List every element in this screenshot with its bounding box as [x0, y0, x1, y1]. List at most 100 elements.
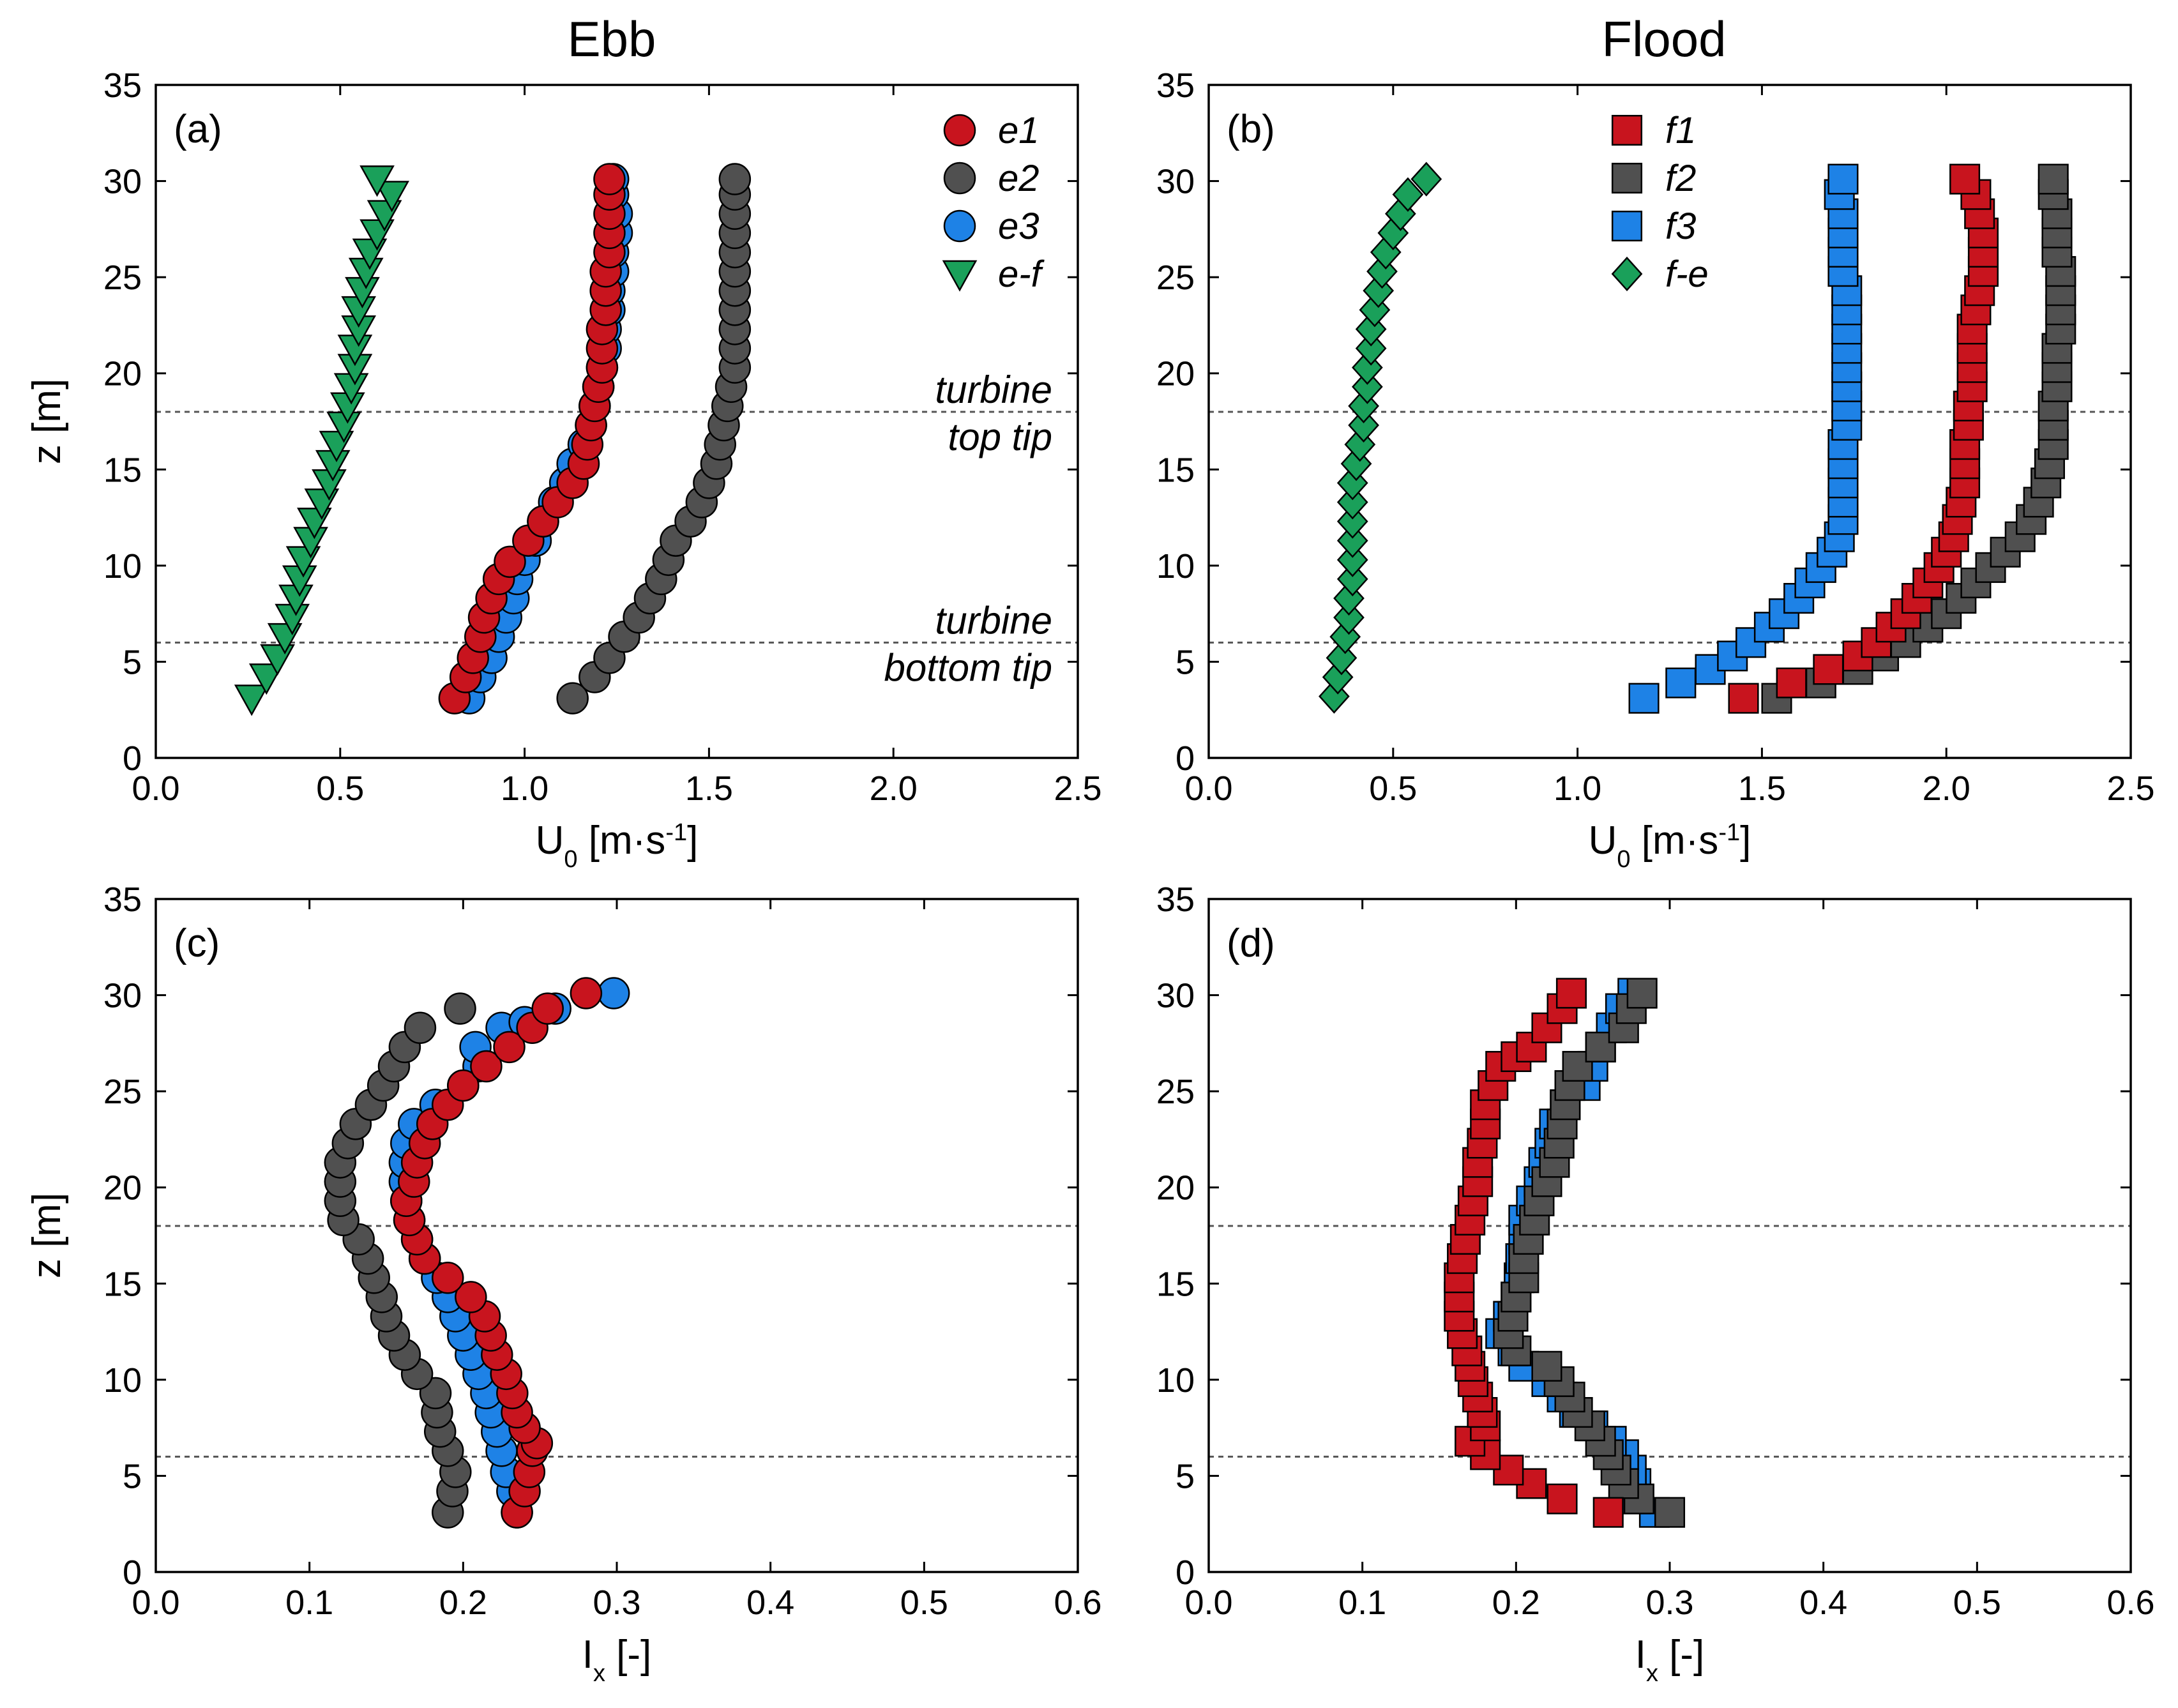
y-tick-label: 15 — [103, 1265, 142, 1303]
plot-frame — [155, 84, 1079, 759]
data-point — [1333, 580, 1365, 616]
y-tick-label: 35 — [1156, 880, 1195, 919]
series-f-e — [1319, 162, 1442, 714]
y-tick-label: 10 — [103, 1361, 142, 1400]
plot-frame — [1207, 84, 2132, 759]
y-tick-label: 0 — [1176, 739, 1195, 778]
data-point — [1333, 600, 1365, 635]
y-tick-label: 5 — [1176, 643, 1195, 681]
x-tick-label: 2.5 — [1054, 769, 1101, 808]
y-tick-label: 35 — [1156, 66, 1195, 105]
data-point — [1336, 485, 1368, 520]
legend-marker — [1611, 114, 1643, 146]
legend: f1 f2 f3 f-e — [1611, 110, 1709, 295]
legend-label: e3 — [998, 206, 1040, 247]
x-tick-label: 0.0 — [1184, 769, 1232, 808]
panel-a: 0.0 0.5 1.0 1.5 2.0 2.5 0 5 10 15 20 25 30 35 (a) U0 [m… — [25, 66, 1102, 873]
x-tick-label: 2.5 — [2106, 769, 2154, 808]
data-point — [1949, 163, 1981, 195]
data-point — [1827, 163, 1859, 195]
annotation-text: turbine — [935, 599, 1052, 642]
legend: e1 e2 e3 e-f — [942, 110, 1045, 295]
x-tick-label: 0.6 — [1054, 1583, 1101, 1622]
data-point — [531, 992, 564, 1025]
column-title-ebb: Ebb — [568, 11, 656, 67]
y-tick-label: 0 — [123, 1553, 142, 1592]
x-tick-label: 0.0 — [132, 769, 179, 808]
data-point — [1348, 388, 1379, 423]
x-tick-label: 2.0 — [1923, 769, 1970, 808]
y-tick-label: 30 — [103, 977, 142, 1015]
data-point — [1776, 667, 1807, 699]
data-point — [404, 1011, 437, 1045]
data-point — [556, 682, 589, 714]
plot-frame — [155, 898, 1079, 1573]
y-tick-label: 20 — [1156, 1169, 1195, 1207]
data-point — [1355, 331, 1387, 366]
y-tick-label: 10 — [1156, 1361, 1195, 1400]
data-point — [470, 1050, 503, 1083]
x-tick-label: 0.3 — [1645, 1583, 1693, 1622]
x-tick-label: 0.5 — [900, 1583, 948, 1622]
data-point — [718, 163, 752, 195]
data-point — [1329, 619, 1361, 654]
data-point — [1352, 350, 1383, 385]
legend-marker — [942, 260, 978, 292]
x-tick-label: 0.4 — [746, 1583, 794, 1622]
data-point — [1348, 407, 1379, 443]
data-point — [1322, 660, 1354, 695]
y-tick-label: 0 — [123, 739, 142, 778]
series-e2 — [324, 992, 476, 1529]
data-point — [1728, 683, 1759, 714]
data-point — [447, 1069, 480, 1102]
annotation-text: top tip — [948, 416, 1052, 458]
x-tick-label: 0.1 — [285, 1583, 333, 1622]
series-e1 — [390, 977, 603, 1529]
data-point — [455, 1281, 487, 1313]
y-axis-label: z [m] — [25, 1193, 69, 1278]
y-tick-label: 20 — [1156, 355, 1195, 393]
data-point — [1319, 679, 1350, 714]
data-point — [1336, 504, 1368, 539]
data-point — [2038, 163, 2069, 195]
x-tick-label: 0.0 — [1184, 1583, 1232, 1622]
legend-marker — [943, 162, 976, 195]
data-point — [570, 977, 603, 1009]
data-point — [359, 165, 395, 197]
y-tick-label: 5 — [123, 1457, 142, 1495]
data-point — [444, 992, 476, 1025]
data-point — [1628, 683, 1660, 714]
y-tick-label: 10 — [1156, 547, 1195, 586]
y-tick-label: 20 — [103, 355, 142, 393]
data-point — [1547, 1483, 1578, 1515]
series-f2 — [1493, 978, 1686, 1528]
data-point — [1813, 654, 1844, 685]
panel-b: 0.0 0.5 1.0 1.5 2.0 2.5 0 5 10 15 20 25 30 35 (b) U0 [m… — [1156, 66, 2155, 873]
legend-label: f2 — [1665, 158, 1696, 199]
x-tick-label: 0.2 — [439, 1583, 487, 1622]
y-tick-label: 30 — [1156, 163, 1195, 201]
data-point — [1555, 978, 1587, 1009]
data-point — [1363, 273, 1395, 308]
series-f2 — [1761, 163, 2076, 714]
series-e1 — [438, 163, 626, 714]
column-title-flood: Flood — [1601, 11, 1726, 67]
y-tick-label: 30 — [103, 163, 142, 201]
x-tick-label: 2.0 — [870, 769, 918, 808]
y-axis-label: z [m] — [25, 379, 69, 464]
data-point — [1626, 978, 1658, 1009]
panel-c: 0.0 0.1 0.2 0.3 0.4 0.5 0.6 0 5 10 15 20 25 30 35 (c) Ix… — [25, 880, 1102, 1687]
data-point — [432, 1262, 464, 1294]
data-point — [1531, 1350, 1562, 1382]
legend-label: e2 — [998, 158, 1040, 199]
y-tick-label: 25 — [1156, 1073, 1195, 1111]
data-point — [493, 1031, 526, 1064]
y-tick-label: 25 — [1156, 259, 1195, 297]
annotation-text: turbine — [935, 368, 1052, 411]
y-tick-label: 35 — [103, 880, 142, 919]
panel-label: (d) — [1227, 921, 1275, 965]
panels: 0.0 0.5 1.0 1.5 2.0 2.5 0 5 10 15 20 25 30 35 (a) U0 [m… — [25, 66, 2155, 1687]
legend-marker — [1611, 210, 1643, 242]
y-tick-label: 15 — [103, 451, 142, 489]
x-tick-label: 0.2 — [1492, 1583, 1540, 1622]
